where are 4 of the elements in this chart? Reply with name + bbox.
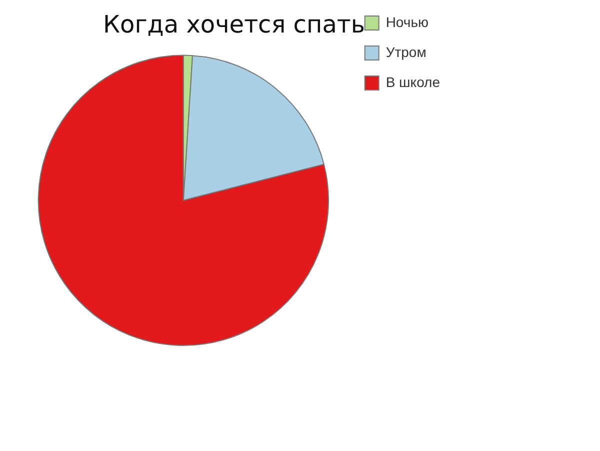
legend-label: Утром	[386, 44, 426, 60]
legend-label: В школе	[386, 74, 440, 90]
legend-label: Ночью	[386, 14, 429, 30]
chart-title: Когда хочется спать	[102, 10, 366, 39]
